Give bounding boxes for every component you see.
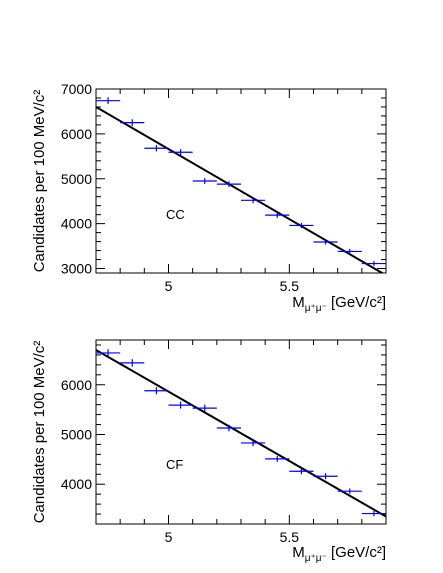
cf-data-point: [289, 468, 314, 475]
cc-x-tick-label: 5.5: [280, 278, 300, 294]
cf-fit-line: [96, 349, 386, 518]
cf-data-point: [216, 424, 241, 432]
cf-data-point: [192, 404, 217, 412]
cc-y-tick-label: 6000: [61, 126, 92, 142]
cf-y-tick-label: 4000: [61, 476, 92, 492]
cf-data-point: [120, 359, 145, 367]
cf-data-point: [337, 488, 362, 494]
cc-data-point: [265, 212, 290, 218]
cc-data-point: [337, 248, 362, 254]
cc-data-point: [216, 181, 241, 188]
cf-x-tick-label: 5.5: [280, 529, 300, 545]
cc-data-point: [289, 222, 314, 229]
cf-panel: 5 5.5 4000 5000 6000 CF Candidates per 100 MeV…: [31, 339, 387, 564]
cc-y-tick-label: 5000: [61, 171, 92, 187]
cc-x-tick-label: 5: [165, 278, 173, 294]
cc-y-axis-label: Candidates per 100 MeV/c²: [31, 90, 48, 273]
cc-data-point: [120, 119, 145, 127]
cf-x-tick-label: 5: [165, 529, 173, 545]
cc-y-tick-label: 4000: [61, 216, 92, 232]
cc-data-point: [96, 97, 121, 105]
cc-data-point: [241, 197, 266, 204]
cf-data-point: [313, 473, 338, 480]
cf-y-tick-label: 6000: [61, 377, 92, 393]
cf-data-point: [168, 401, 193, 409]
cc-data-point: [144, 145, 169, 152]
cf-data-point: [241, 439, 266, 447]
cc-data-point: [361, 261, 386, 267]
cf-plot-frame: [95, 339, 387, 525]
cf-data-point: [361, 510, 386, 517]
cc-annotation: CC: [166, 207, 185, 222]
cc-x-axis-label: Mμ⁺μ⁻ [GeV/c²]: [292, 294, 386, 314]
cc-y-tick-label: 3000: [61, 261, 92, 277]
cc-data-point: [313, 239, 338, 245]
cc-data-point: [168, 149, 193, 156]
cf-x-axis-label: Mμ⁺μ⁻ [GeV/c²]: [292, 544, 386, 564]
cc-fit-line: [96, 106, 385, 273]
cf-data-point: [265, 455, 290, 462]
cf-y-axis-label: Candidates per 100 MeV/c²: [31, 341, 48, 524]
cf-y-tick-label: 5000: [61, 426, 92, 442]
cc-y-tick-label: 7000: [61, 81, 92, 97]
cc-data-point: [192, 178, 217, 184]
cf-data-point: [144, 387, 169, 395]
cf-annotation: CF: [166, 457, 183, 472]
cc-plot-frame: [95, 88, 387, 274]
cc-panel: 5 5.5 3000 4000 5000 6000 7000 CC Candidates per…: [31, 81, 387, 314]
cf-data-point: [96, 349, 121, 357]
